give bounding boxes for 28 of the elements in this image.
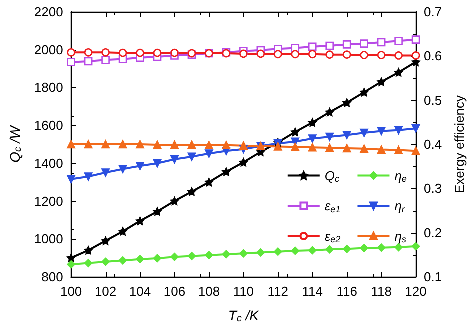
x-tick-label: 114 <box>302 284 323 299</box>
x-tick-label: 100 <box>60 284 82 299</box>
y2-tick-label: 0.1 <box>424 270 442 284</box>
x-tick-label: 108 <box>198 284 220 299</box>
y-tick-label: 1000 <box>34 232 64 247</box>
x-tick-label: 118 <box>371 284 392 299</box>
x-tick-label: 106 <box>164 284 186 299</box>
y-tick-label: 2200 <box>34 4 64 20</box>
y-tick-label: 1200 <box>34 194 64 209</box>
y-tick-label: 1800 <box>34 80 64 96</box>
y2-tick-label: 0.7 <box>424 4 442 20</box>
y2-tick-label: 0.5 <box>424 92 442 108</box>
y2-tick-label: 0.2 <box>424 225 442 240</box>
y2-axis-title: Exergy efficiency <box>452 94 467 194</box>
y2-tick-label: 0.6 <box>424 48 442 64</box>
y2-tick-label: 0.3 <box>424 181 442 196</box>
x-tick-label: 110 <box>233 284 254 299</box>
x-tick-label: 102 <box>94 284 117 299</box>
x-tick-label: 112 <box>268 284 289 299</box>
y-tick-label: 800 <box>42 270 64 284</box>
x-tick-label: 120 <box>405 284 427 299</box>
y2-tick-label: 0.4 <box>424 137 442 152</box>
x-tick-label: 116 <box>336 284 358 299</box>
y-tick-label: 1600 <box>34 118 64 134</box>
y-tick-label: 1400 <box>34 156 64 171</box>
y-tick-label: 2000 <box>34 42 64 58</box>
y-axis-title: Qc /W <box>7 124 24 163</box>
x-tick-label: 104 <box>129 284 152 299</box>
